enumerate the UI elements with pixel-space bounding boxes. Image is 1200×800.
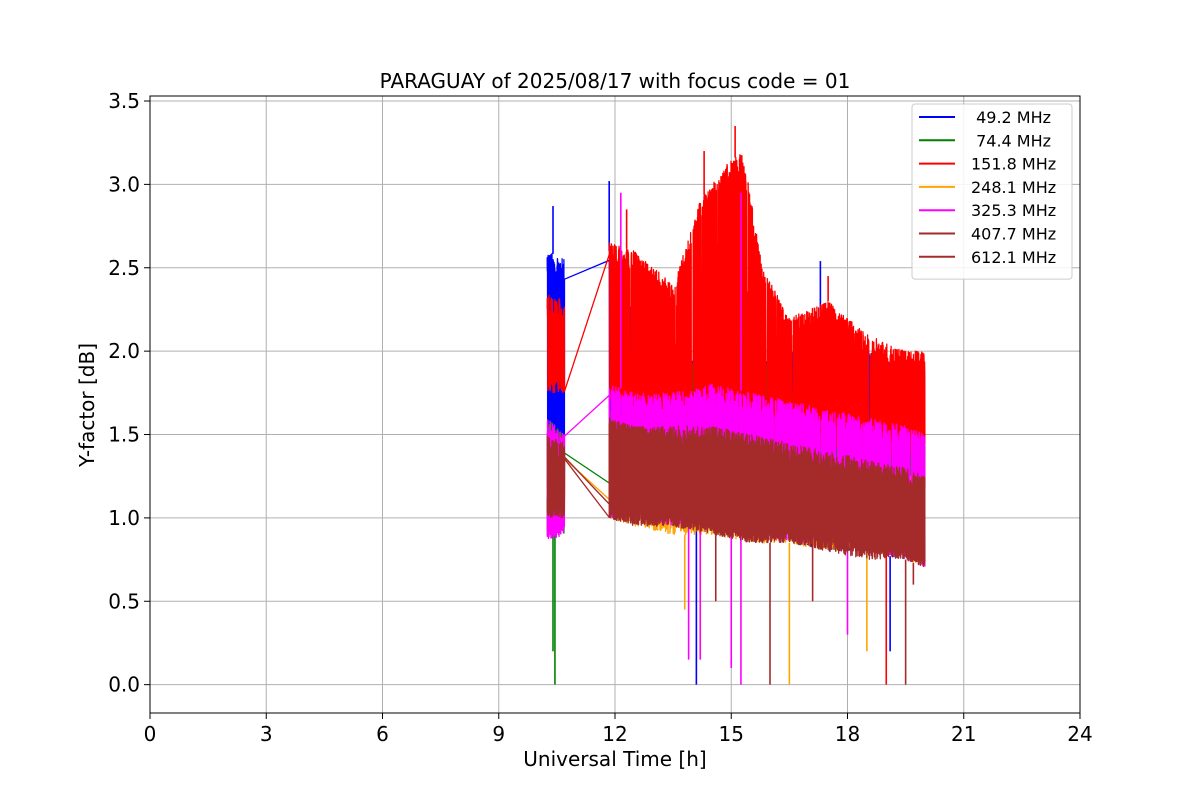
- x-tick-label: 15: [719, 722, 744, 746]
- y-tick-label: 2.0: [108, 339, 140, 363]
- series-layer: [546, 126, 926, 685]
- y-tick-label: 3.5: [108, 89, 140, 113]
- legend-label: 407.7 MHz: [971, 225, 1056, 244]
- legend-box: [911, 103, 1073, 280]
- legend-label: 49.2 MHz: [971, 108, 1051, 127]
- chart-title: PARAGUAY of 2025/08/17 with focus code =…: [380, 69, 851, 93]
- x-tick-label: 21: [951, 722, 976, 746]
- legend-label: 74.4 MHz: [971, 131, 1051, 150]
- legend-label: 325.3 MHz: [971, 201, 1056, 220]
- y-tick-label: 1.5: [108, 423, 140, 447]
- x-tick-label: 6: [376, 722, 389, 746]
- x-tick-label: 9: [492, 722, 505, 746]
- x-tick-label: 12: [602, 722, 627, 746]
- legend: 49.2 MHz 74.4 MHz 151.8 MHz 248.1 MHz 325.3…: [911, 103, 1073, 280]
- legend-label: 612.1 MHz: [971, 248, 1056, 267]
- y-tick-label: 2.5: [108, 256, 140, 280]
- x-tick-label: 3: [260, 722, 273, 746]
- x-tick-label: 0: [144, 722, 157, 746]
- x-tick-label: 18: [835, 722, 860, 746]
- x-axis-title: Universal Time [h]: [523, 747, 706, 771]
- y-axis-title: Y-factor [dB]: [75, 343, 99, 468]
- y-tick-label: 1.0: [108, 506, 140, 530]
- x-tick-label: 24: [1067, 722, 1092, 746]
- legend-label: 248.1 MHz: [971, 178, 1056, 197]
- series-line: [546, 420, 926, 567]
- legend-label: 151.8 MHz: [971, 155, 1056, 174]
- y-tick-label: 0.5: [108, 589, 140, 613]
- y-tick-label: 3.0: [108, 172, 140, 196]
- axis-ticks: 0 3 6 9 12 15 18 21 24 0.0 0.5 1.0 1.5 2.0 2.5 3.0 3.5: [108, 89, 1093, 746]
- y-tick-label: 0.0: [108, 673, 140, 697]
